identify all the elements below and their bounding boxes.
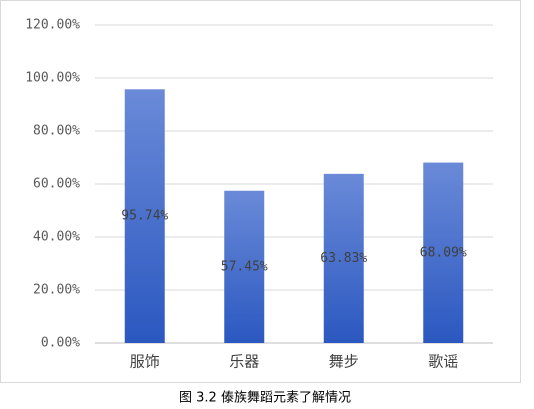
x-tick-label: 歌谣 bbox=[428, 353, 458, 371]
bar bbox=[423, 162, 464, 343]
y-tick-label: 60.00% bbox=[33, 177, 80, 192]
y-tick-label: 100.00% bbox=[25, 71, 80, 86]
chart-title: 图 3.2 傣族舞蹈元素了解情况 bbox=[179, 390, 351, 406]
y-tick-label: 40.00% bbox=[33, 230, 80, 245]
bar bbox=[124, 89, 165, 343]
bar bbox=[224, 190, 265, 343]
value-label: 63.83% bbox=[320, 251, 367, 266]
y-tick-label: 20.00% bbox=[33, 283, 80, 298]
x-tick-label: 服饰 bbox=[130, 353, 160, 371]
y-tick-label: 80.00% bbox=[33, 124, 80, 139]
x-tick-label: 舞步 bbox=[329, 353, 359, 371]
x-tick-label: 乐器 bbox=[229, 353, 259, 371]
value-label: 95.74% bbox=[121, 209, 168, 224]
y-tick-label: 120.00% bbox=[25, 18, 80, 33]
value-label: 68.09% bbox=[420, 245, 467, 260]
bar bbox=[323, 173, 364, 343]
value-label: 57.45% bbox=[221, 259, 268, 274]
y-tick-label: 0.00% bbox=[41, 336, 80, 351]
